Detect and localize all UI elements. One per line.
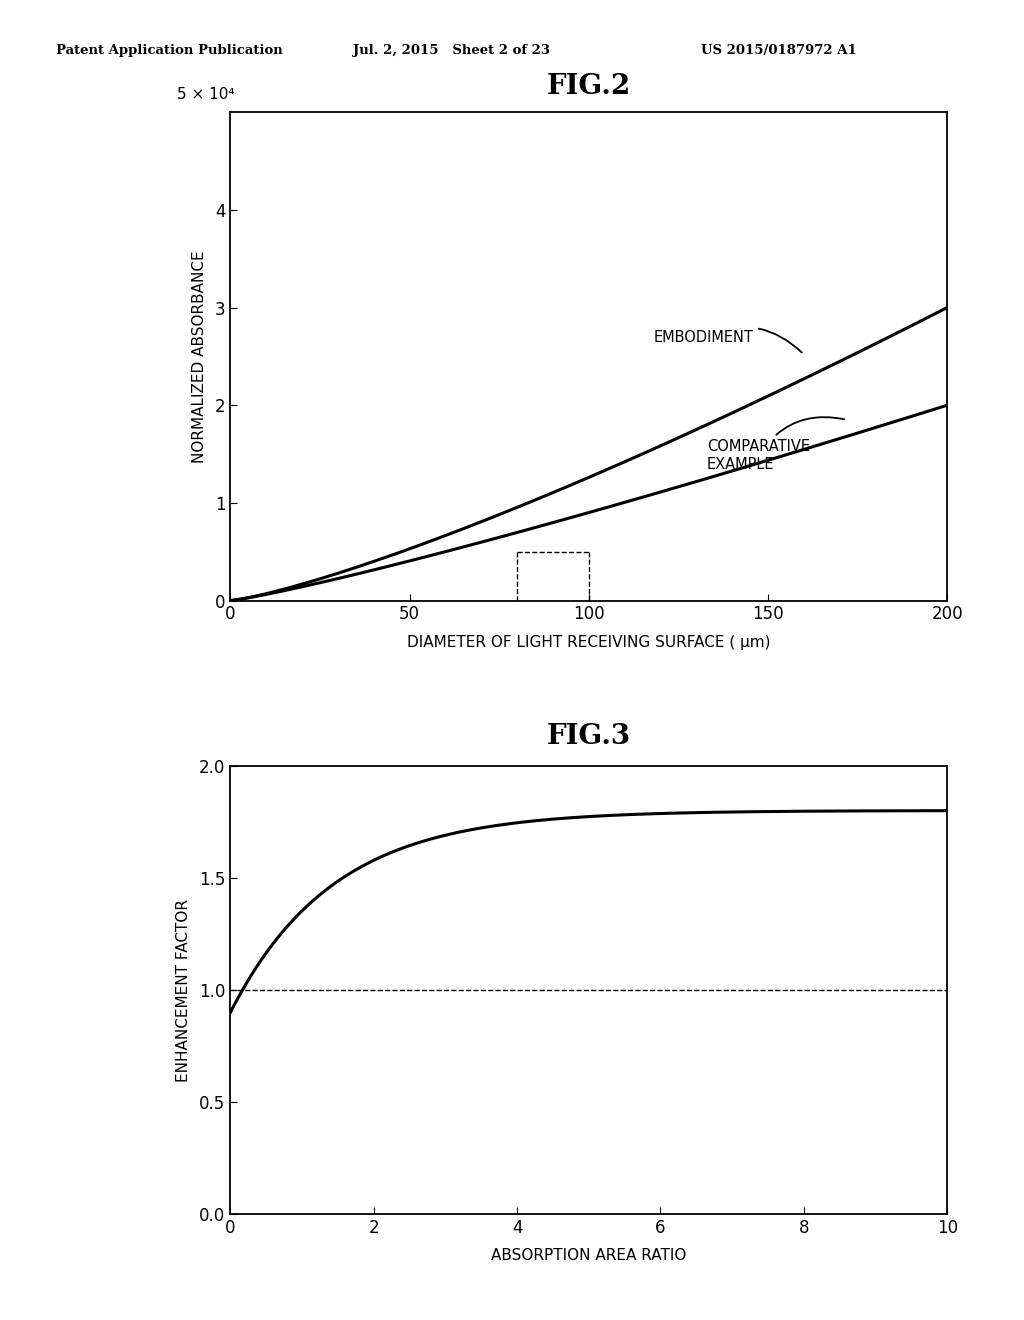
Text: 5 × 10⁴: 5 × 10⁴ xyxy=(177,87,234,103)
X-axis label: ABSORPTION AREA RATIO: ABSORPTION AREA RATIO xyxy=(492,1249,686,1263)
Text: EMBODIMENT: EMBODIMENT xyxy=(653,329,802,352)
Y-axis label: NORMALIZED ABSORBANCE: NORMALIZED ABSORBANCE xyxy=(191,249,207,463)
Text: Jul. 2, 2015   Sheet 2 of 23: Jul. 2, 2015 Sheet 2 of 23 xyxy=(353,44,550,57)
Y-axis label: ENHANCEMENT FACTOR: ENHANCEMENT FACTOR xyxy=(176,899,190,1081)
Text: FIG.3: FIG.3 xyxy=(547,723,631,750)
Text: COMPARATIVE
EXAMPLE: COMPARATIVE EXAMPLE xyxy=(707,417,844,471)
Text: FIG.2: FIG.2 xyxy=(547,74,631,100)
X-axis label: DIAMETER OF LIGHT RECEIVING SURFACE ( μm): DIAMETER OF LIGHT RECEIVING SURFACE ( μm… xyxy=(408,635,770,649)
Text: US 2015/0187972 A1: US 2015/0187972 A1 xyxy=(701,44,857,57)
Text: Patent Application Publication: Patent Application Publication xyxy=(56,44,283,57)
